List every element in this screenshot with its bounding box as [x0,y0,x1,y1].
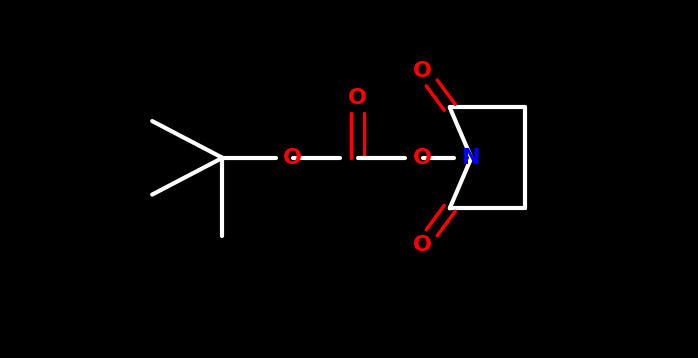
Text: O: O [413,61,432,81]
Text: O: O [348,88,367,108]
Text: O: O [413,235,432,255]
Text: N: N [462,148,481,168]
Text: O: O [283,148,302,168]
Text: O: O [413,148,432,168]
